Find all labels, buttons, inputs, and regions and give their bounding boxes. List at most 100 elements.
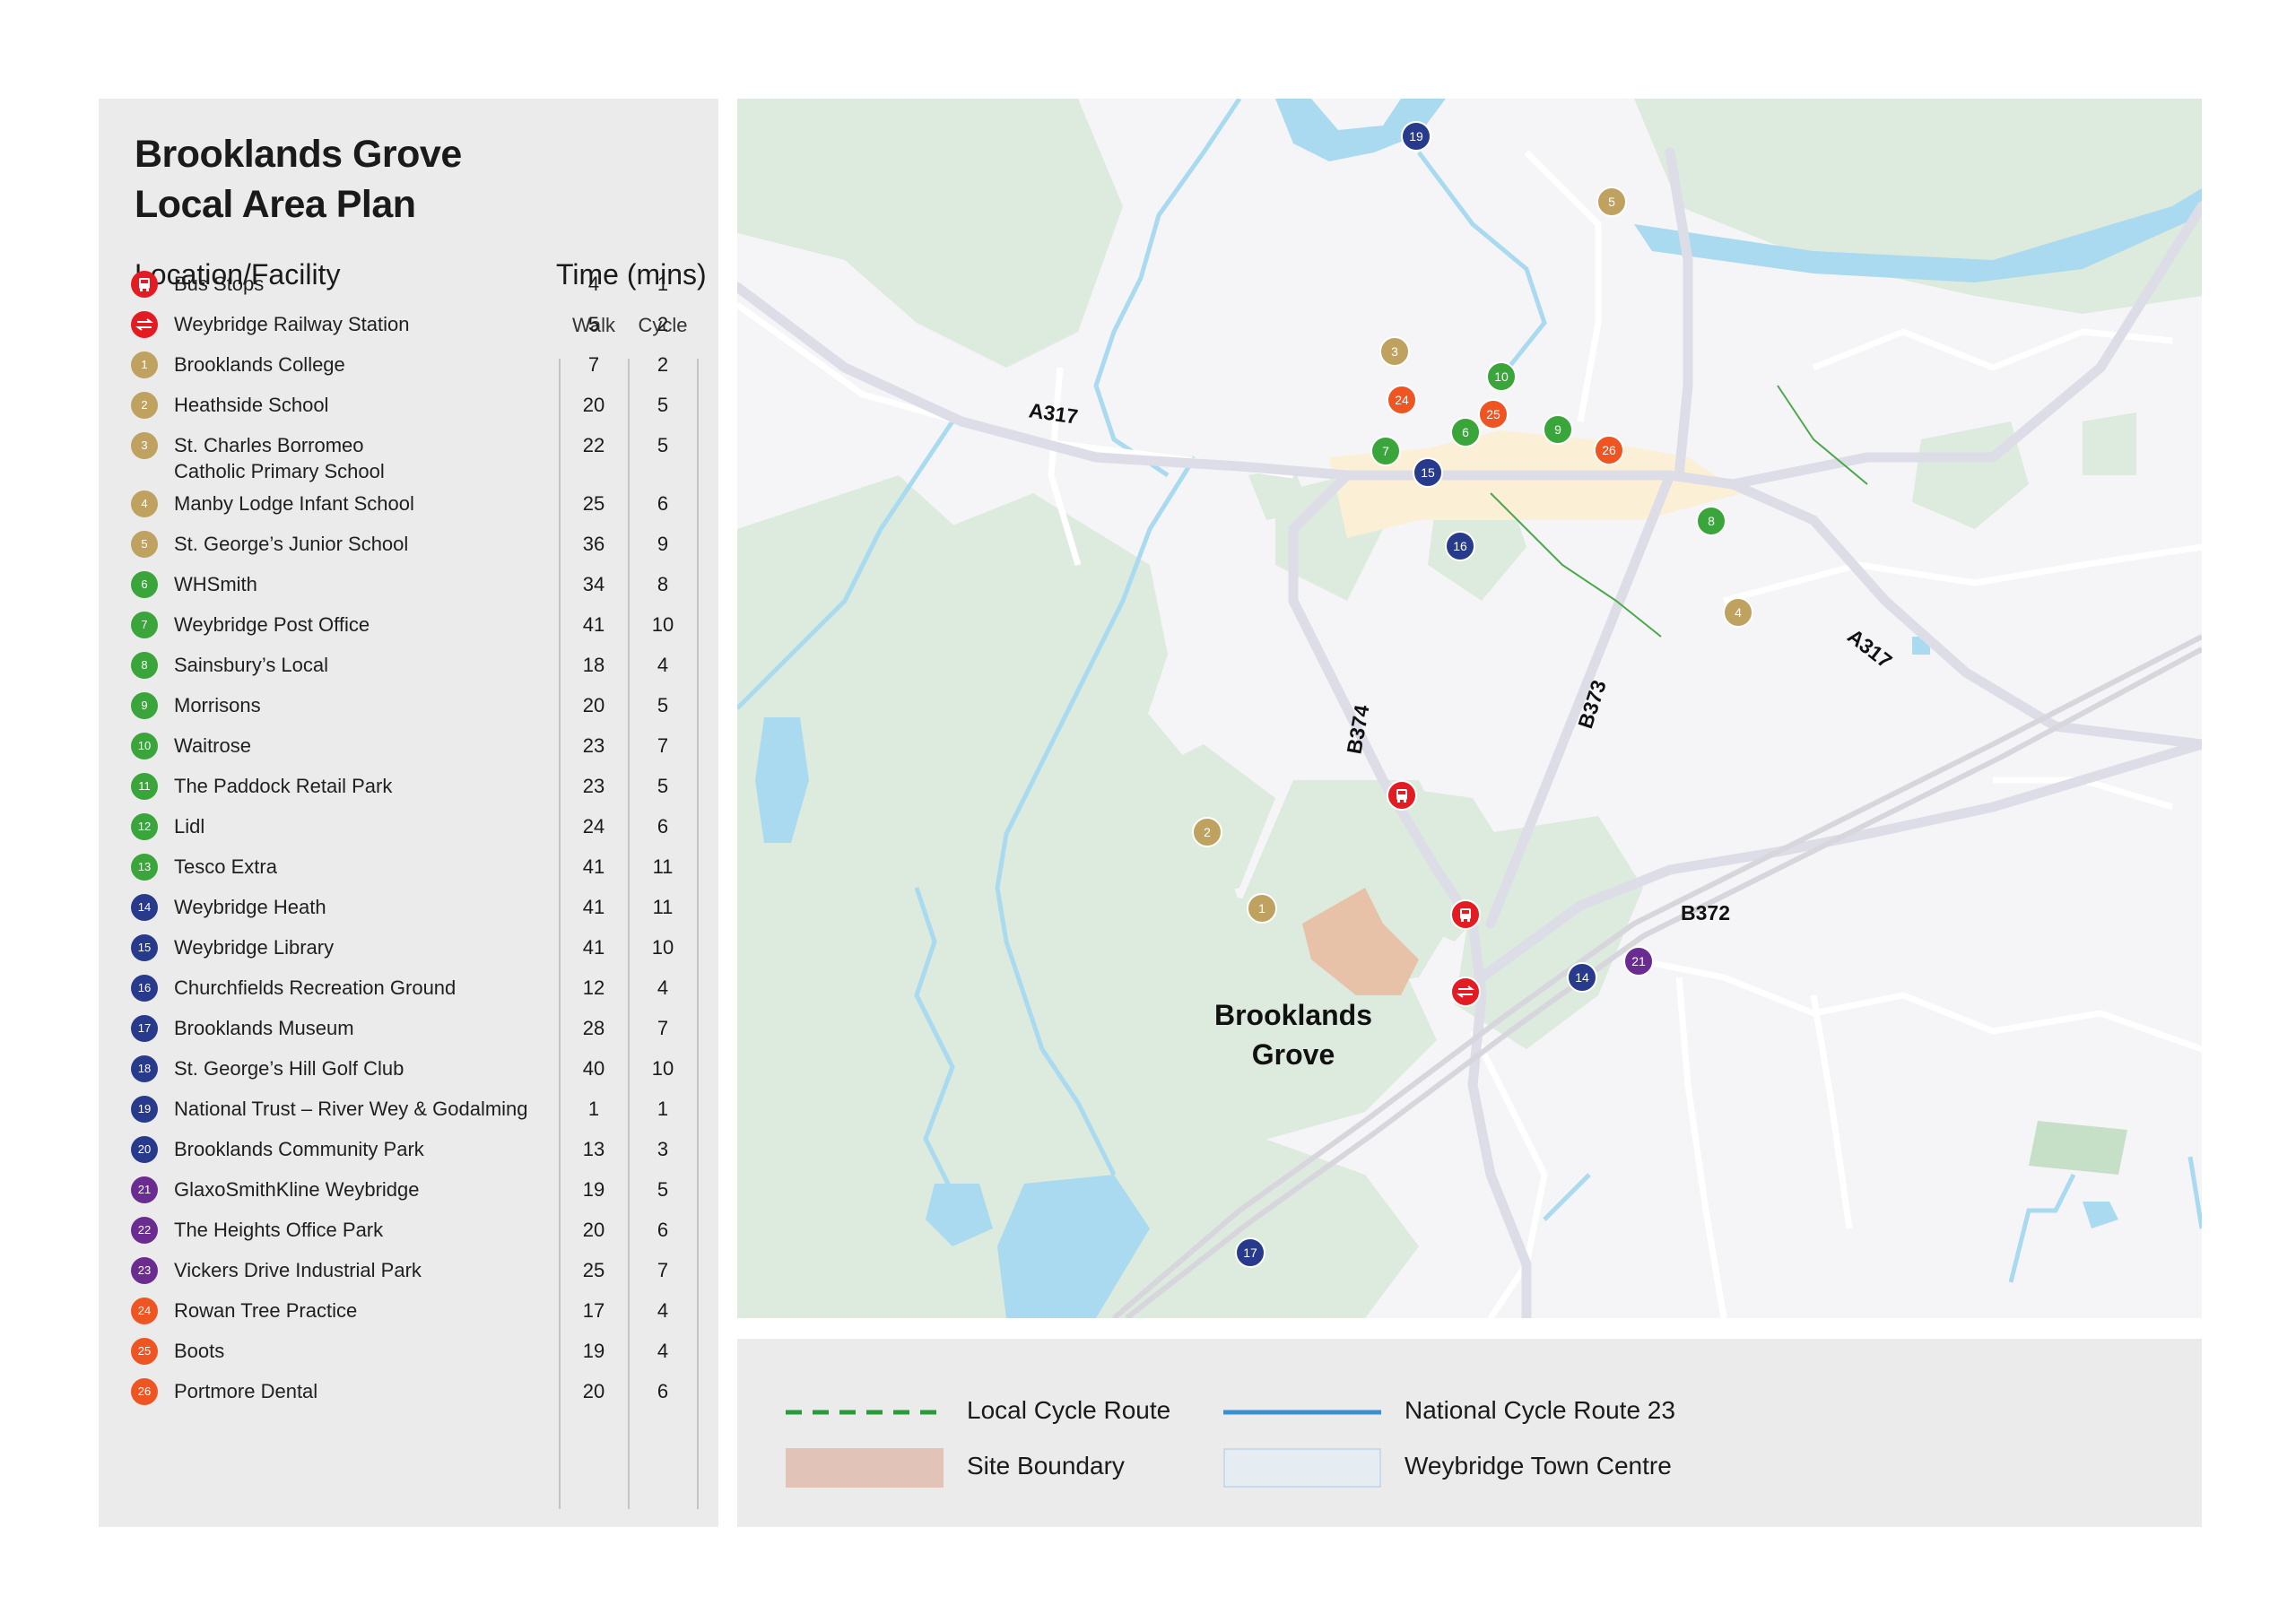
cycle-time: 10: [651, 613, 674, 636]
table-row: 24 Rowan Tree Practice 17 4: [99, 1296, 718, 1332]
facility-marker[interactable]: 1: [1247, 893, 1277, 924]
facility-marker[interactable]: 5: [1596, 187, 1627, 217]
facility-marker[interactable]: 25: [1478, 399, 1509, 430]
walk-time: 12: [582, 976, 605, 999]
map-base-layer: [737, 99, 2202, 1318]
table-row: 19 National Trust – River Wey & Godalming…: [99, 1094, 718, 1130]
waterways: [737, 99, 2202, 1283]
walk-time: 23: [582, 734, 605, 757]
facility-number-badge: 9: [131, 692, 158, 719]
table-row: Weybridge Railway Station 5 2: [99, 309, 718, 345]
place-label-brooklands-grove: Brooklands Grove: [1177, 995, 1410, 1074]
cycle-time: 7: [657, 734, 669, 757]
facility-marker[interactable]: 2: [1192, 817, 1222, 847]
walk-time: 17: [582, 1299, 605, 1322]
cycle-time: 5: [657, 434, 669, 456]
table-row: 11 The Paddock Retail Park 23 5: [99, 771, 718, 807]
table-row: 18 St. George’s Hill Golf Club 40 10: [99, 1054, 718, 1089]
facility-number-badge: 20: [131, 1136, 158, 1163]
facility-name: WHSmith: [174, 573, 257, 595]
walk-time: 23: [582, 775, 605, 797]
legend-site-boundary: Site Boundary: [786, 1448, 1144, 1488]
legend-label: Weybridge Town Centre: [1405, 1452, 1672, 1480]
facility-marker[interactable]: 14: [1567, 962, 1597, 993]
cycle-time: 4: [657, 976, 669, 999]
legend-town-centre: Weybridge Town Centre: [1223, 1448, 1761, 1488]
facility-marker[interactable]: 3: [1379, 336, 1410, 367]
bus-stop-icon[interactable]: [1450, 899, 1481, 930]
table-row: 13 Tesco Extra 41 11: [99, 852, 718, 888]
cycle-time: 1: [657, 273, 669, 295]
facility-number-badge: 22: [131, 1217, 158, 1244]
column-divider: [697, 359, 699, 1509]
walk-time: 20: [582, 1380, 605, 1402]
water: [755, 99, 2202, 1318]
walk-time: 18: [582, 654, 605, 676]
table-row: 8 Sainsbury’s Local 18 4: [99, 650, 718, 686]
facility-marker[interactable]: 6: [1450, 417, 1481, 447]
road-label-b372: B372: [1681, 901, 1730, 924]
facility-marker[interactable]: 19: [1401, 121, 1431, 152]
walk-time: 41: [582, 896, 605, 918]
facility-name: GlaxoSmithKline Weybridge: [174, 1178, 420, 1201]
facility-marker[interactable]: 8: [1696, 506, 1726, 536]
legend-label: National Cycle Route 23: [1405, 1396, 1675, 1424]
cycle-time: 5: [657, 694, 669, 716]
facility-marker[interactable]: 16: [1445, 531, 1475, 561]
facility-name: Brooklands Community Park: [174, 1138, 424, 1160]
facility-marker[interactable]: 15: [1413, 457, 1443, 488]
facilities-table: Bus Stops 4 1 Weybridge Railway Station 5 2 1 B…: [99, 99, 718, 1527]
cycle-time: 4: [657, 654, 669, 676]
walk-time: 20: [582, 1219, 605, 1241]
table-row: 23 Vickers Drive Industrial Park 25 7: [99, 1255, 718, 1291]
facility-marker[interactable]: 10: [1486, 361, 1517, 392]
railway-station-icon[interactable]: [1450, 976, 1481, 1007]
facility-marker[interactable]: 7: [1370, 436, 1401, 466]
facility-marker[interactable]: 17: [1235, 1237, 1265, 1268]
cycle-time: 7: [657, 1017, 669, 1039]
facility-name: The Paddock Retail Park: [174, 775, 393, 797]
facility-marker[interactable]: 4: [1723, 597, 1753, 628]
walk-time: 5: [587, 313, 600, 335]
facility-marker[interactable]: 21: [1623, 946, 1654, 976]
table-row: 21 GlaxoSmithKline Weybridge 19 5: [99, 1175, 718, 1211]
main-roads: [737, 147, 2202, 1318]
walk-time: 41: [582, 855, 605, 878]
facility-number-badge: 15: [131, 934, 158, 961]
table-row: 22 The Heights Office Park 20 6: [99, 1215, 718, 1251]
facility-number-badge: 12: [131, 813, 158, 840]
table-row: 2 Heathside School 20 5: [99, 390, 718, 426]
facility-name: Weybridge Heath: [174, 896, 326, 918]
facility-name: Manby Lodge Infant School: [174, 492, 414, 515]
legend-label: Site Boundary: [967, 1452, 1125, 1480]
table-row: 5 St. George’s Junior School 36 9: [99, 529, 718, 565]
walk-time: 13: [582, 1138, 605, 1160]
walk-time: 25: [582, 1259, 605, 1281]
facility-marker[interactable]: 9: [1543, 414, 1573, 445]
walk-time: 22: [582, 434, 605, 456]
facility-number-badge: 5: [131, 531, 158, 558]
walk-time: 19: [582, 1340, 605, 1362]
facility-number-badge: 6: [131, 571, 158, 598]
facility-name: Weybridge Post Office: [174, 613, 370, 636]
area-map[interactable]: A317 A317 B374 B373 B372 Brooklands Grov…: [737, 99, 2202, 1318]
table-row: 26 Portmore Dental 20 6: [99, 1376, 718, 1412]
cycle-time: 5: [657, 775, 669, 797]
cycle-time: 10: [651, 936, 674, 959]
site-swatch-icon: [786, 1448, 944, 1488]
walk-time: 1: [587, 1098, 600, 1120]
table-row: 25 Boots 19 4: [99, 1336, 718, 1372]
facility-marker[interactable]: 24: [1387, 385, 1417, 415]
cycle-time: 2: [657, 313, 669, 335]
bus-stop-icon[interactable]: [1387, 780, 1417, 811]
facility-number-badge: 13: [131, 854, 158, 881]
solid-line-icon: [1223, 1410, 1381, 1415]
cycle-time: 1: [657, 1098, 669, 1120]
facility-number-badge: 14: [131, 894, 158, 921]
cycle-time: 4: [657, 1340, 669, 1362]
facility-name: Brooklands College: [174, 353, 345, 376]
facility-marker[interactable]: 26: [1594, 435, 1624, 465]
town-swatch-icon: [1223, 1448, 1381, 1488]
cycle-time: 6: [657, 1380, 669, 1402]
cycle-time: 5: [657, 394, 669, 416]
